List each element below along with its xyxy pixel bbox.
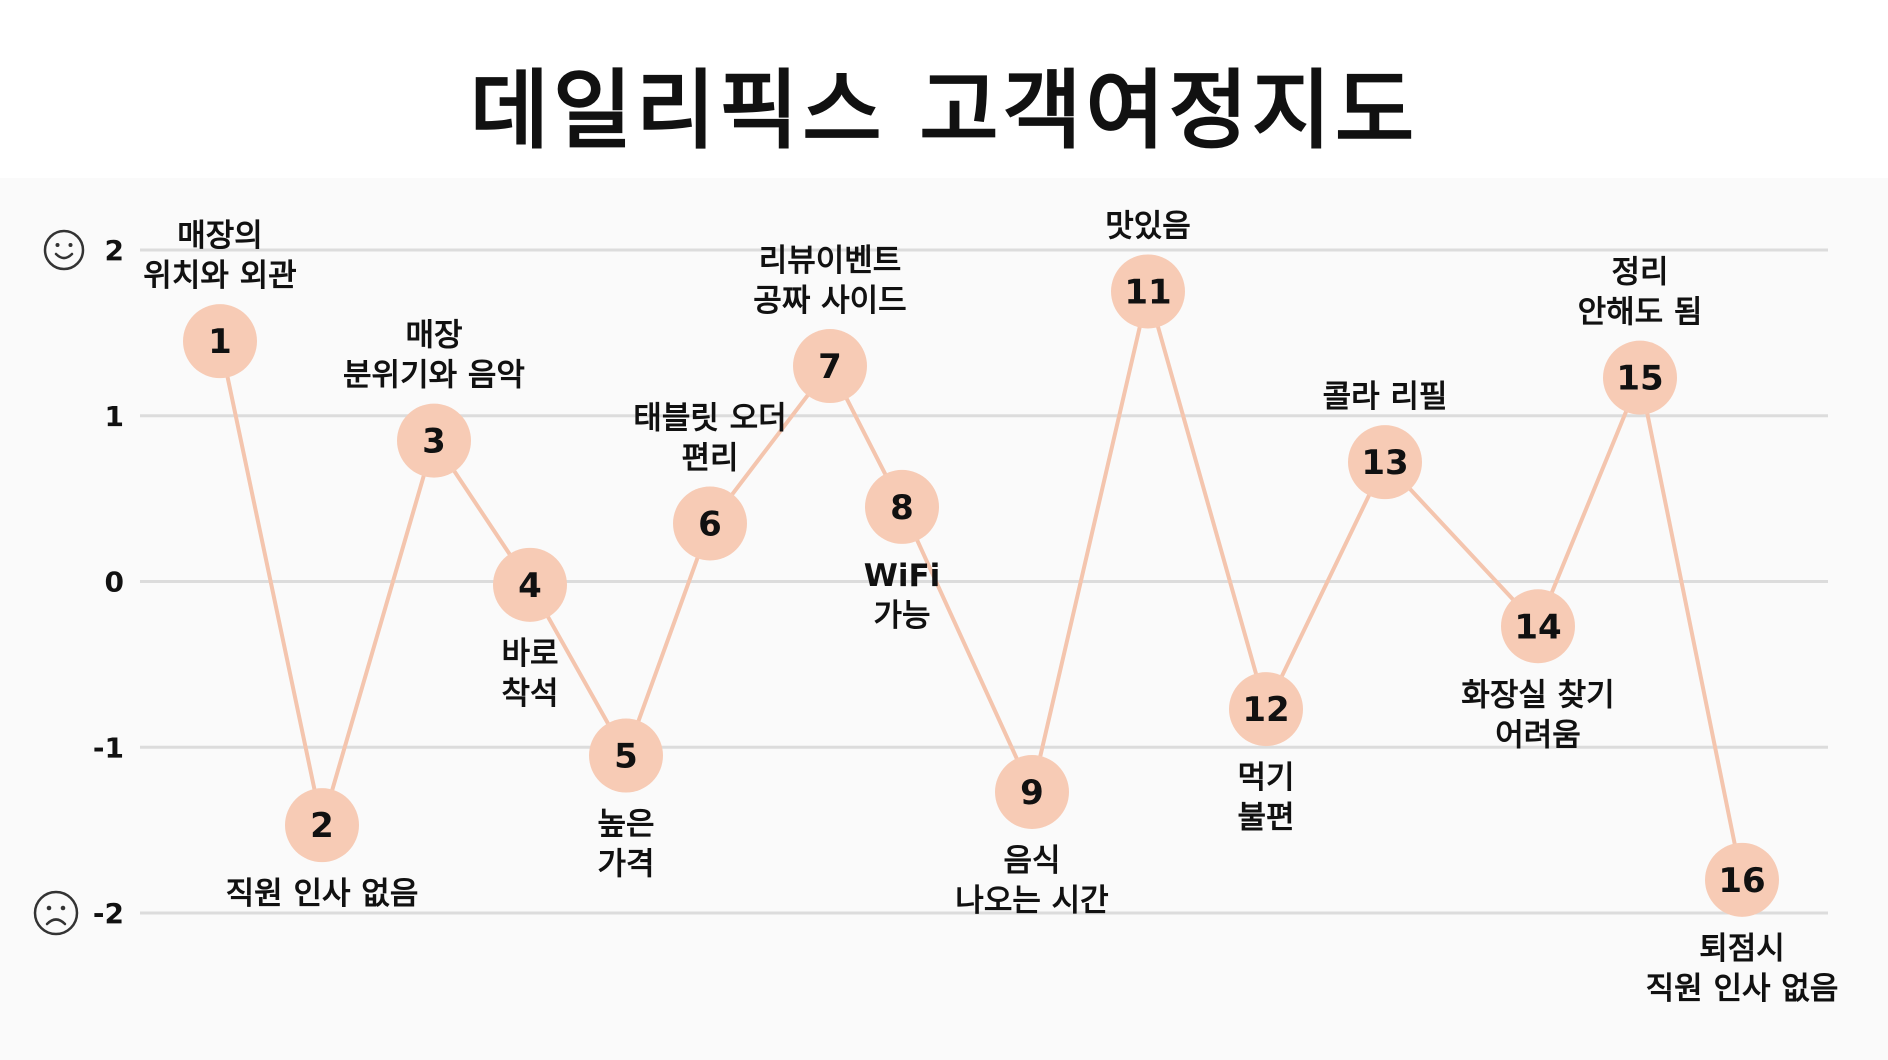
point-number: 3 [422,422,446,462]
point-number: 4 [518,566,542,606]
point-marker [589,718,663,793]
point-number: 6 [698,504,722,544]
chart-title: 데일리픽스 고객여정지도 [469,61,1419,161]
point-number: 15 [1616,359,1663,399]
point-number: 13 [1361,443,1408,483]
y-tick-label: 0 [105,566,124,599]
point-label: 매장 [405,318,462,354]
point-number: 2 [310,806,334,846]
y-tick-label: 1 [105,400,124,433]
point-number: 8 [890,488,914,528]
data-point: 8 WiFi 가능 [864,469,941,634]
point-label: 콜라 리필 [1323,379,1448,415]
point-marker [1348,425,1422,500]
point-label: 정리 [1611,255,1668,291]
point-label: 공짜 사이드 [753,283,906,319]
point-label: 바로 [501,636,558,672]
point-label: 음식 [1003,843,1060,879]
y-tick-label: -2 [93,897,124,930]
point-label: 가능 [873,598,930,634]
data-point: 2 직원 인사 없음 [226,788,419,912]
point-marker [1603,340,1677,415]
point-number: 11 [1124,272,1171,312]
point-label: 맛있음 [1105,208,1191,244]
point-marker [493,547,567,622]
data-point: 13 콜라 리필 [1323,379,1448,500]
point-label: 분위기와 음악 [343,358,525,394]
point-label: 나오는 시간 [955,883,1108,919]
point-label: 화장실 찾기 [1461,677,1614,713]
point-label: 리뷰이벤트 [759,243,902,279]
point-marker [673,486,747,561]
point-number: 1 [208,322,232,362]
point-label: 먹기 [1237,760,1294,796]
point-number: 5 [614,737,638,777]
point-label: 높은 [597,807,654,843]
point-marker [995,755,1069,830]
point-marker [1111,254,1185,329]
y-axis-ticks: 2 1 0 -1 -2 [93,234,124,930]
point-label: 퇴점시 [1699,931,1785,967]
point-marker [793,329,867,404]
point-label: 직원 인사 없음 [226,876,419,912]
y-tick-label: 2 [105,234,124,267]
point-label: WiFi [864,558,941,594]
point-label: 편리 [681,440,738,476]
point-number: 12 [1242,690,1289,730]
sad-face-icon [33,890,79,936]
smiley-face-icon [43,229,85,271]
point-marker [1705,842,1779,917]
point-label: 안해도 됨 [1578,295,1703,331]
axis-icons [33,229,85,936]
point-label: 어려움 [1495,717,1581,753]
point-label: 착석 [501,676,558,712]
point-number: 7 [818,347,842,387]
point-label: 태블릿 오더 [633,400,786,436]
point-label: 매장의 [177,218,263,254]
point-marker [1501,589,1575,664]
point-label: 직원 인사 없음 [1646,971,1839,1007]
point-marker [183,304,257,379]
point-marker [397,403,471,478]
point-number: 16 [1718,861,1765,901]
point-marker [285,788,359,863]
data-point: 11 맛있음 [1105,208,1191,329]
point-marker [1229,672,1303,747]
point-marker [865,469,939,544]
point-label: 위치와 외관 [143,258,296,294]
y-tick-label: -1 [93,731,124,764]
point-label: 가격 [597,847,654,883]
point-label: 불편 [1237,800,1294,836]
point-number: 14 [1514,607,1561,647]
point-number: 9 [1020,773,1044,813]
